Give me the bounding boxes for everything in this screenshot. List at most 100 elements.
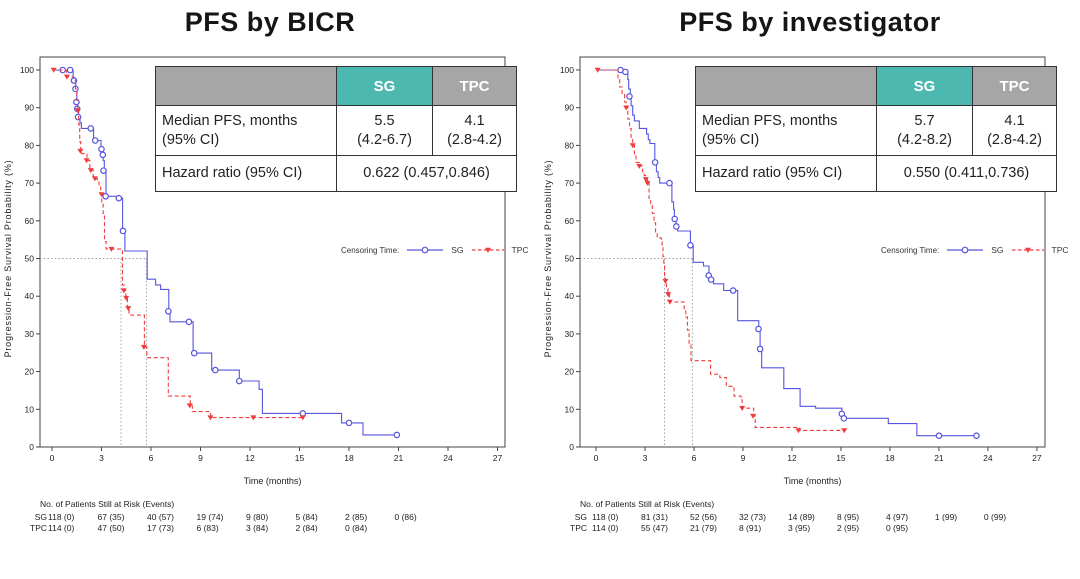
sg-line-sample-icon [406,245,444,255]
y-axis: 0 10 20 30 40 50 60 70 80 90 100 [560,65,580,452]
risk-value: 81 (31) [641,512,668,522]
legend-label: Censoring Time: [341,245,400,255]
stats-header-sg: SG [336,66,433,106]
plot-frame [579,56,1046,448]
tpc-line-sample-icon [1011,245,1045,255]
median-pfs-tpc: 4.1 (2.8-4.2) [432,105,517,156]
risk-value: 4 (97) [886,512,908,522]
risk-table: No. of Patients Still at Risk (Events) SG… [30,499,417,533]
risk-value: 32 (73) [739,512,766,522]
risk-value: 2 (95) [837,523,859,533]
median-pfs-sg: 5.5 (4.2-6.7) [336,105,433,156]
risk-value: 0 (86) [395,512,417,522]
risk-value: 14 (89) [788,512,815,522]
stats-table-investigator: SG TPC Median PFS, months (95% CI) 5.7 (… [695,66,1057,192]
median-reference-lines [40,258,147,447]
risk-value: 19 (74) [197,512,224,522]
svg-text:9: 9 [198,453,203,463]
risk-value: 2 (84) [296,523,318,533]
legend-tpc-label: TPC [1051,245,1069,255]
risk-value: 3 (84) [246,523,268,533]
risk-value: 8 (95) [837,512,859,522]
svg-text:0: 0 [594,453,599,463]
hazard-ratio-label: Hazard ratio (95% CI) [695,155,877,192]
median-pfs-sg-value: 5.5 [374,113,395,130]
svg-text:30: 30 [565,329,575,339]
median-reference-lines [580,258,693,447]
svg-text:0: 0 [569,442,574,452]
sg-censor-marks [59,66,401,439]
svg-text:70: 70 [565,178,575,188]
risk-value: 52 (56) [690,512,717,522]
stats-table-bicr: SG TPC Median PFS, months (95% CI) 5.5 (… [155,66,517,192]
svg-text:50: 50 [565,254,575,264]
y-axis-title: Progression-Free Survival Probability (%… [543,160,553,358]
x-axis-title: Time (months) [244,476,302,486]
stats-header-tpc: TPC [432,66,517,106]
legend-label: Censoring Time: [881,245,940,255]
x-axis-title: Time (months) [784,476,842,486]
risk-row-label-sg: SG [35,512,47,522]
risk-row-label-sg: SG [575,512,587,522]
y-axis: 0 10 20 30 40 50 60 70 80 90 100 [20,65,40,452]
risk-value: 40 (57) [147,512,174,522]
risk-table-title: No. of Patients Still at Risk (Events) [40,499,174,509]
median-pfs-sg-ci: (4.2-6.7) [357,131,412,148]
risk-value: 0 (84) [345,523,367,533]
median-pfs-sg-value: 5.7 [914,113,935,130]
svg-text:90: 90 [565,103,575,113]
x-axis: 0 3 6 9 12 15 18 21 24 27 [50,447,503,463]
risk-value: 0 (99) [984,512,1006,522]
risk-value: 114 (0) [48,523,74,533]
x-axis: 0 3 6 9 12 15 18 21 24 27 [594,447,1042,463]
hazard-ratio-value: 0.550 (0.411,0.736) [876,155,1057,192]
svg-text:100: 100 [20,65,34,75]
median-pfs-label-line1: Median PFS, months [702,113,838,130]
svg-text:3: 3 [99,453,104,463]
plot-frame [39,56,506,448]
risk-value: 5 (84) [296,512,318,522]
median-pfs-label-line2: (95% CI) [162,131,220,148]
median-pfs-tpc-value: 4.1 [1004,113,1025,130]
median-pfs-label: Median PFS, months (95% CI) [155,105,337,156]
svg-text:100: 100 [560,65,574,75]
stats-header-tpc: TPC [972,66,1057,106]
risk-value: 47 (50) [98,523,125,533]
svg-text:60: 60 [25,216,35,226]
risk-row-label-tpc: TPC [570,523,587,533]
svg-text:27: 27 [1032,453,1042,463]
svg-text:70: 70 [25,178,35,188]
svg-text:80: 80 [565,140,575,150]
legend-sg-label: SG [451,245,464,255]
risk-value: 6 (83) [197,523,219,533]
svg-text:40: 40 [565,291,575,301]
risk-value: 21 (79) [690,523,717,533]
tpc-curve [596,69,846,431]
median-pfs-tpc-ci: (2.8-4.2) [447,131,502,148]
median-pfs-tpc-value: 4.1 [464,113,485,130]
median-pfs-tpc: 4.1 (2.8-4.2) [972,105,1057,156]
svg-text:10: 10 [565,404,575,414]
svg-text:9: 9 [741,453,746,463]
tpc-censor-marks [50,67,306,421]
legend-tpc-label: TPC [511,245,529,255]
y-axis-title: Progression-Free Survival Probability (%… [3,160,13,358]
svg-text:24: 24 [443,453,453,463]
svg-text:18: 18 [885,453,895,463]
svg-text:40: 40 [25,291,35,301]
median-pfs-tpc-ci: (2.8-4.2) [987,131,1042,148]
svg-text:27: 27 [493,453,503,463]
risk-table: No. of Patients Still at Risk (Events) SG… [570,499,1006,533]
svg-text:30: 30 [25,329,35,339]
median-pfs-label: Median PFS, months (95% CI) [695,105,877,156]
sg-censor-marks [617,66,980,439]
stats-header-sg: SG [876,66,973,106]
risk-value: 17 (73) [147,523,174,533]
risk-value: 2 (85) [345,512,367,522]
svg-text:15: 15 [295,453,305,463]
chart-title-investigator: PFS by investigator [679,7,941,37]
svg-text:21: 21 [934,453,944,463]
svg-text:12: 12 [787,453,797,463]
